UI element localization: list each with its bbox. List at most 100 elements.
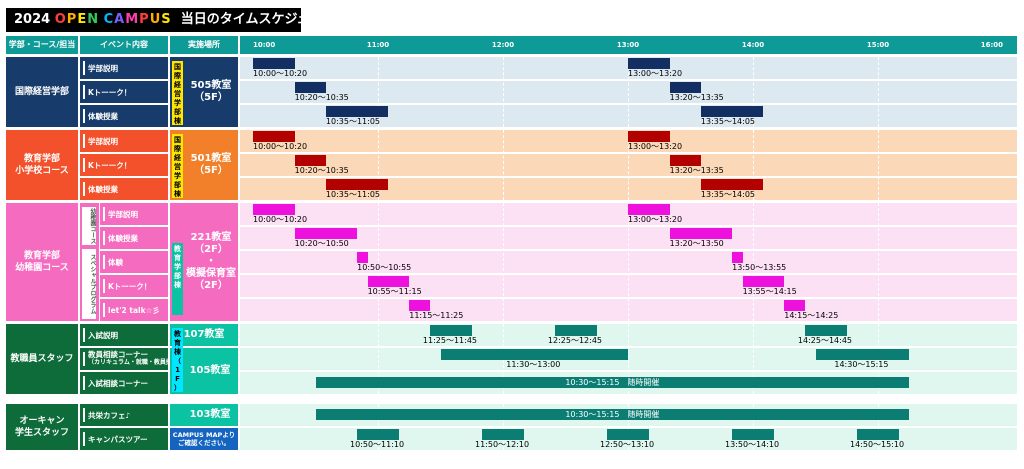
open-anytime-bar: 10:30～15:15 随時開催: [315, 377, 910, 388]
dept-0: 国際経営学部: [6, 57, 78, 127]
schedule-bar: [253, 58, 295, 69]
schedule-bar: [294, 155, 326, 166]
schedule-time-label: 11:50～12:10: [475, 440, 530, 449]
hour-gridline: [378, 130, 379, 200]
schedule-bar: [253, 131, 295, 142]
schedule-time-label: 13:00～13:20: [628, 215, 683, 224]
time-axis: 10:00 11:00 12:00 13:00 14:00 15:00 16:00: [240, 36, 1017, 54]
title-campus: CAMPUS: [104, 12, 172, 27]
time-tick: 13:00: [616, 41, 640, 49]
schedule-time-label: 13:35～14:05: [700, 117, 756, 126]
schedule-bar: [700, 106, 764, 117]
schedule-bar: [367, 276, 410, 287]
event-title: 教員相談コーナー: [88, 350, 148, 359]
event-label: 学部説明: [80, 130, 168, 152]
schedule-bar: [857, 429, 899, 440]
schedule-time-label: 10:20～10:35: [294, 166, 349, 175]
schedule-time-label: 13:00～13:20: [628, 142, 683, 151]
place-107: 107教室: [170, 324, 238, 346]
title-letter: P: [139, 12, 150, 27]
hour-gridline: [628, 57, 629, 127]
schedule-time-label: 10:50～11:10: [350, 440, 405, 449]
schedule-time-label: 14:25～14:45: [797, 336, 853, 345]
hour-gridline: [753, 130, 754, 200]
event-label: 体験授業: [100, 227, 168, 249]
schedule-time-label: 13:20～13:35: [669, 166, 724, 175]
event-label: 入試説明: [80, 324, 168, 346]
schedule-bar: [294, 228, 358, 239]
schedule-time-label: 13:50～14:10: [725, 440, 780, 449]
event-label: 学部説明: [100, 203, 168, 225]
title-letter: E: [77, 12, 88, 27]
hour-gridline: [378, 324, 379, 394]
event-subtitle: （カリキュラム・就職・教員採用対策）: [88, 359, 168, 366]
schedule-bar: [669, 228, 733, 239]
schedule-bar: [628, 58, 670, 69]
building-label: 国 際 経 営 学 部 棟: [172, 61, 183, 125]
hour-gridline: [878, 130, 879, 200]
title-letter: C: [103, 12, 115, 27]
schedule-time-label: 14:15～14:25: [784, 311, 839, 320]
event-label: 体験授業: [80, 105, 168, 127]
schedule-bar: [669, 155, 701, 166]
schedule-time-label: 11:25～11:45: [422, 336, 478, 345]
schedule-bar: [669, 82, 701, 93]
schedule-time-label: 13:50～13:55: [732, 263, 787, 272]
schedule-time-label: 12:50～13:10: [600, 440, 655, 449]
title-letter: U: [149, 12, 162, 27]
time-tick: 10:00: [253, 41, 276, 49]
event-label: let'2 talk☆彡: [100, 299, 168, 321]
dept-3: 教職員スタッフ: [6, 324, 78, 394]
hour-gridline: [628, 203, 629, 321]
schedule-bar: [430, 325, 472, 336]
schedule-time-label: 11:30～13:00: [506, 360, 561, 369]
sub-label-special: スペシャルプログラム: [82, 249, 96, 319]
event-label: Kトーーク！: [80, 154, 168, 176]
title-letter: N: [87, 12, 100, 27]
event-label: Kトーーク！: [80, 81, 168, 103]
place-103: 103教室: [170, 404, 238, 426]
schedule-time-label: 13:55～14:15: [742, 287, 797, 296]
schedule-time-label: 10:20～10:35: [294, 93, 349, 102]
schedule-bar: [555, 325, 597, 336]
schedule-bar: [700, 179, 764, 190]
title-letter: M: [125, 12, 140, 27]
schedule-time-label: 10:50～10:55: [357, 263, 412, 272]
hour-gridline: [378, 203, 379, 321]
schedule-time-label: 10:00～10:20: [253, 69, 308, 78]
hour-gridline: [753, 324, 754, 394]
time-tick: 14:00: [741, 41, 765, 49]
schedule-time-label: 10:00～10:20: [253, 142, 308, 151]
building-label: 教 育 棟 （ 1 F ）: [172, 328, 183, 392]
schedule-bar: [607, 429, 649, 440]
schedule-bar: [732, 252, 743, 263]
schedule-time-label: 10:20～10:50: [294, 239, 349, 248]
title-open: OPEN: [55, 12, 99, 27]
hour-gridline: [503, 130, 504, 200]
schedule-time-label: 13:00～13:20: [628, 69, 683, 78]
sub-label-kindergarten: 幼稚園コース: [82, 207, 96, 245]
place-campus-map: CAMPUS MAPより ご確認ください。: [170, 428, 238, 450]
event-label: 体験: [100, 251, 168, 273]
event-label: キャンパスツアー: [80, 428, 168, 450]
event-label: 学部説明: [80, 57, 168, 79]
event-label: 体験授業: [80, 178, 168, 200]
title-year: 2024: [14, 12, 55, 27]
hour-gridline: [503, 203, 504, 321]
schedule-bar: [357, 429, 399, 440]
event-label: 教員相談コーナー（カリキュラム・就職・教員採用対策）: [80, 348, 168, 370]
header-dept: 学部・コース/担当: [6, 36, 78, 54]
time-tick: 15:00: [866, 41, 890, 49]
time-tick: 11:00: [366, 41, 390, 49]
header-place: 実施場所: [170, 36, 238, 54]
dept-4: オーキャン 学生スタッフ: [6, 404, 78, 450]
schedule-time-label: 10:55～11:15: [367, 287, 422, 296]
schedule-bar: [440, 349, 628, 360]
hour-gridline: [503, 57, 504, 127]
dept-2: 教育学部 幼稚園コース: [6, 203, 78, 321]
event-label: 共栄カフェ♪: [80, 404, 168, 426]
building-label: 教 育 学 部 棟: [172, 243, 183, 315]
hour-gridline: [628, 130, 629, 200]
schedule-bar: [294, 82, 326, 93]
title-letter: P: [66, 12, 78, 27]
